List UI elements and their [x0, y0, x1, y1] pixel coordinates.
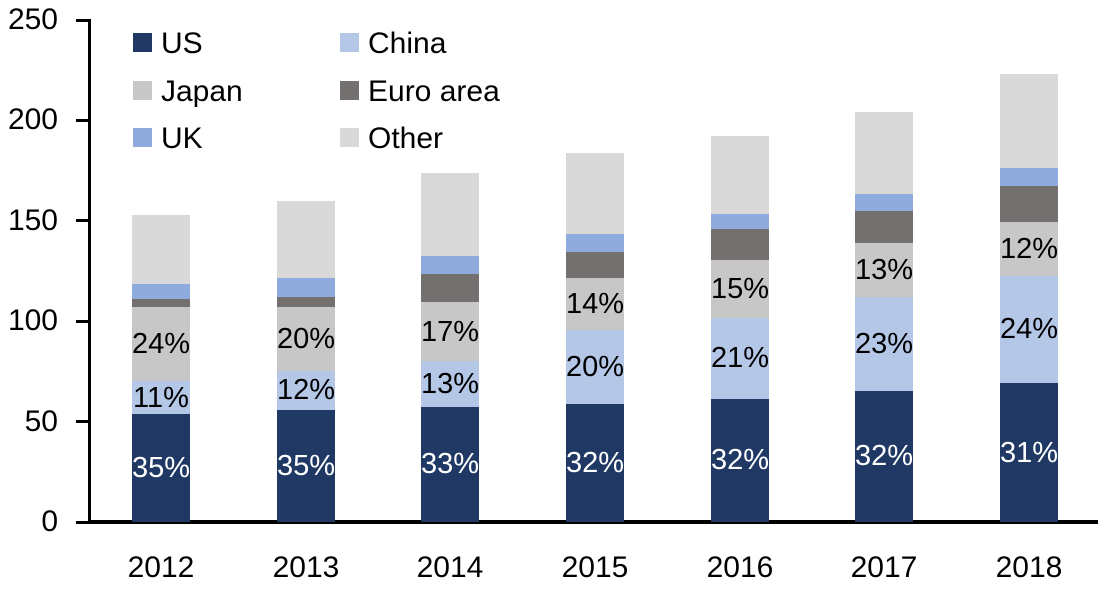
x-axis-line: [88, 520, 1098, 524]
bar-segment-other-2013: [277, 200, 335, 278]
bar-value-label: 33%: [420, 448, 480, 481]
bar-segment-uk-2018: [1000, 168, 1058, 187]
bar-segment-euro-area-2015: [566, 252, 624, 279]
bar-value-label: 24%: [131, 327, 191, 360]
bar-value-label: 23%: [854, 327, 914, 360]
y-axis-tick-mark: [76, 18, 90, 22]
y-axis-tick-label: 0: [41, 505, 58, 538]
bar-value-label: 12%: [999, 232, 1059, 265]
bar-segment-uk-2012: [132, 283, 190, 300]
bar-segment-china-2017: [855, 296, 913, 391]
bar-segment-uk-2013: [277, 277, 335, 298]
bar-value-label: 20%: [276, 322, 336, 355]
bar-value-label: 35%: [276, 449, 336, 482]
bar-segment-other-2012: [132, 214, 190, 284]
bar-segment-us-2013: [277, 409, 335, 522]
bar-value-label: 15%: [710, 272, 770, 305]
bar-segment-japan-2017: [855, 243, 913, 297]
legend-swatch-uk: [133, 128, 152, 147]
bar-segment-japan-2014: [421, 301, 479, 362]
y-axis-tick-mark: [76, 118, 90, 122]
bar-segment-other-2014: [421, 172, 479, 257]
bar-segment-china-2015: [566, 329, 624, 404]
bar-value-label: 11%: [133, 381, 189, 414]
bar-value-label: 31%: [999, 436, 1059, 469]
x-axis-tick-label: 2016: [706, 551, 774, 584]
bar-segment-euro-area-2013: [277, 297, 335, 307]
y-axis-tick-label: 150: [7, 203, 58, 237]
bar-segment-other-2016: [711, 136, 769, 214]
bar-segment-china-2013: [277, 370, 335, 410]
legend-swatch-japan: [133, 81, 152, 100]
legend-label-us: US: [161, 27, 203, 60]
bar-value-label: 14%: [565, 288, 625, 320]
legend-label-japan: Japan: [161, 75, 243, 108]
bar-value-label: 12%: [276, 374, 336, 407]
bar-value-label: 13%: [854, 254, 914, 287]
bar-segment-japan-2016: [711, 259, 769, 318]
bar-segment-us-2012: [132, 414, 190, 522]
legend-swatch-us: [133, 33, 152, 52]
x-axis-tick-label: 2014: [416, 551, 484, 584]
x-axis-tick-label: 2012: [127, 551, 195, 584]
bar-segment-us-2018: [1000, 383, 1058, 522]
bar-segment-uk-2016: [711, 213, 769, 229]
bar-value-label: 17%: [420, 315, 480, 348]
bar-segment-uk-2017: [855, 194, 913, 211]
bar-segment-us-2017: [855, 390, 913, 522]
bar-value-label: 35%: [131, 452, 191, 485]
y-axis-tick-label: 250: [7, 3, 58, 36]
bar-segment-euro-area-2016: [711, 228, 769, 260]
legend-swatch-euro-area: [340, 81, 359, 100]
y-axis-tick-mark: [76, 520, 90, 524]
bar-value-label: 13%: [420, 367, 480, 400]
bar-segment-euro-area-2012: [132, 299, 190, 307]
bar-segment-japan-2015: [566, 278, 624, 330]
y-axis-tick-mark: [76, 319, 90, 323]
legend-swatch-other: [340, 128, 359, 147]
y-axis-tick-mark: [76, 420, 90, 424]
bar-segment-euro-area-2017: [855, 210, 913, 244]
bar-value-label: 20%: [565, 350, 625, 383]
bar-segment-other-2018: [1000, 74, 1058, 169]
x-axis-tick-label: 2013: [272, 551, 340, 584]
x-axis-tick-label: 2015: [561, 551, 629, 584]
y-axis-line: [88, 19, 91, 524]
bar-segment-china-2016: [711, 317, 769, 399]
bar-value-label: 32%: [565, 446, 625, 479]
bar-segment-other-2015: [566, 152, 624, 234]
y-axis-tick-label: 100: [7, 304, 58, 338]
bar-value-label: 32%: [854, 440, 914, 473]
bar-segment-china-2014: [421, 361, 479, 407]
y-axis-tick-label: 50: [24, 404, 58, 438]
bar-segment-us-2016: [711, 398, 769, 522]
legend-label-euro-area: Euro area: [368, 75, 500, 108]
bar-segment-uk-2015: [566, 233, 624, 253]
bar-segment-japan-2013: [277, 306, 335, 371]
bar-segment-euro-area-2014: [421, 273, 479, 302]
bar-segment-japan-2018: [1000, 221, 1058, 276]
bar-segment-euro-area-2018: [1000, 186, 1058, 222]
y-axis-tick-label: 200: [7, 103, 58, 137]
legend-label-uk: UK: [161, 122, 203, 155]
x-axis-tick-label: 2017: [850, 551, 918, 584]
bar-segment-uk-2014: [421, 256, 479, 274]
legend-swatch-china: [340, 33, 359, 52]
bar-value-label: 32%: [710, 444, 770, 477]
legend-label-other: Other: [368, 122, 444, 155]
bar-segment-us-2015: [566, 403, 624, 522]
x-axis-tick-label: 2018: [995, 551, 1063, 584]
bar-value-label: 24%: [999, 313, 1059, 346]
y-axis-tick-mark: [76, 219, 90, 223]
bar-segment-other-2017: [855, 112, 913, 195]
bar-segment-china-2018: [1000, 275, 1058, 384]
bar-segment-japan-2012: [132, 306, 190, 381]
bar-value-label: 21%: [710, 342, 770, 375]
bar-segment-china-2012: [132, 380, 190, 415]
legend-label-china: China: [368, 27, 447, 60]
bar-segment-us-2014: [421, 406, 479, 522]
